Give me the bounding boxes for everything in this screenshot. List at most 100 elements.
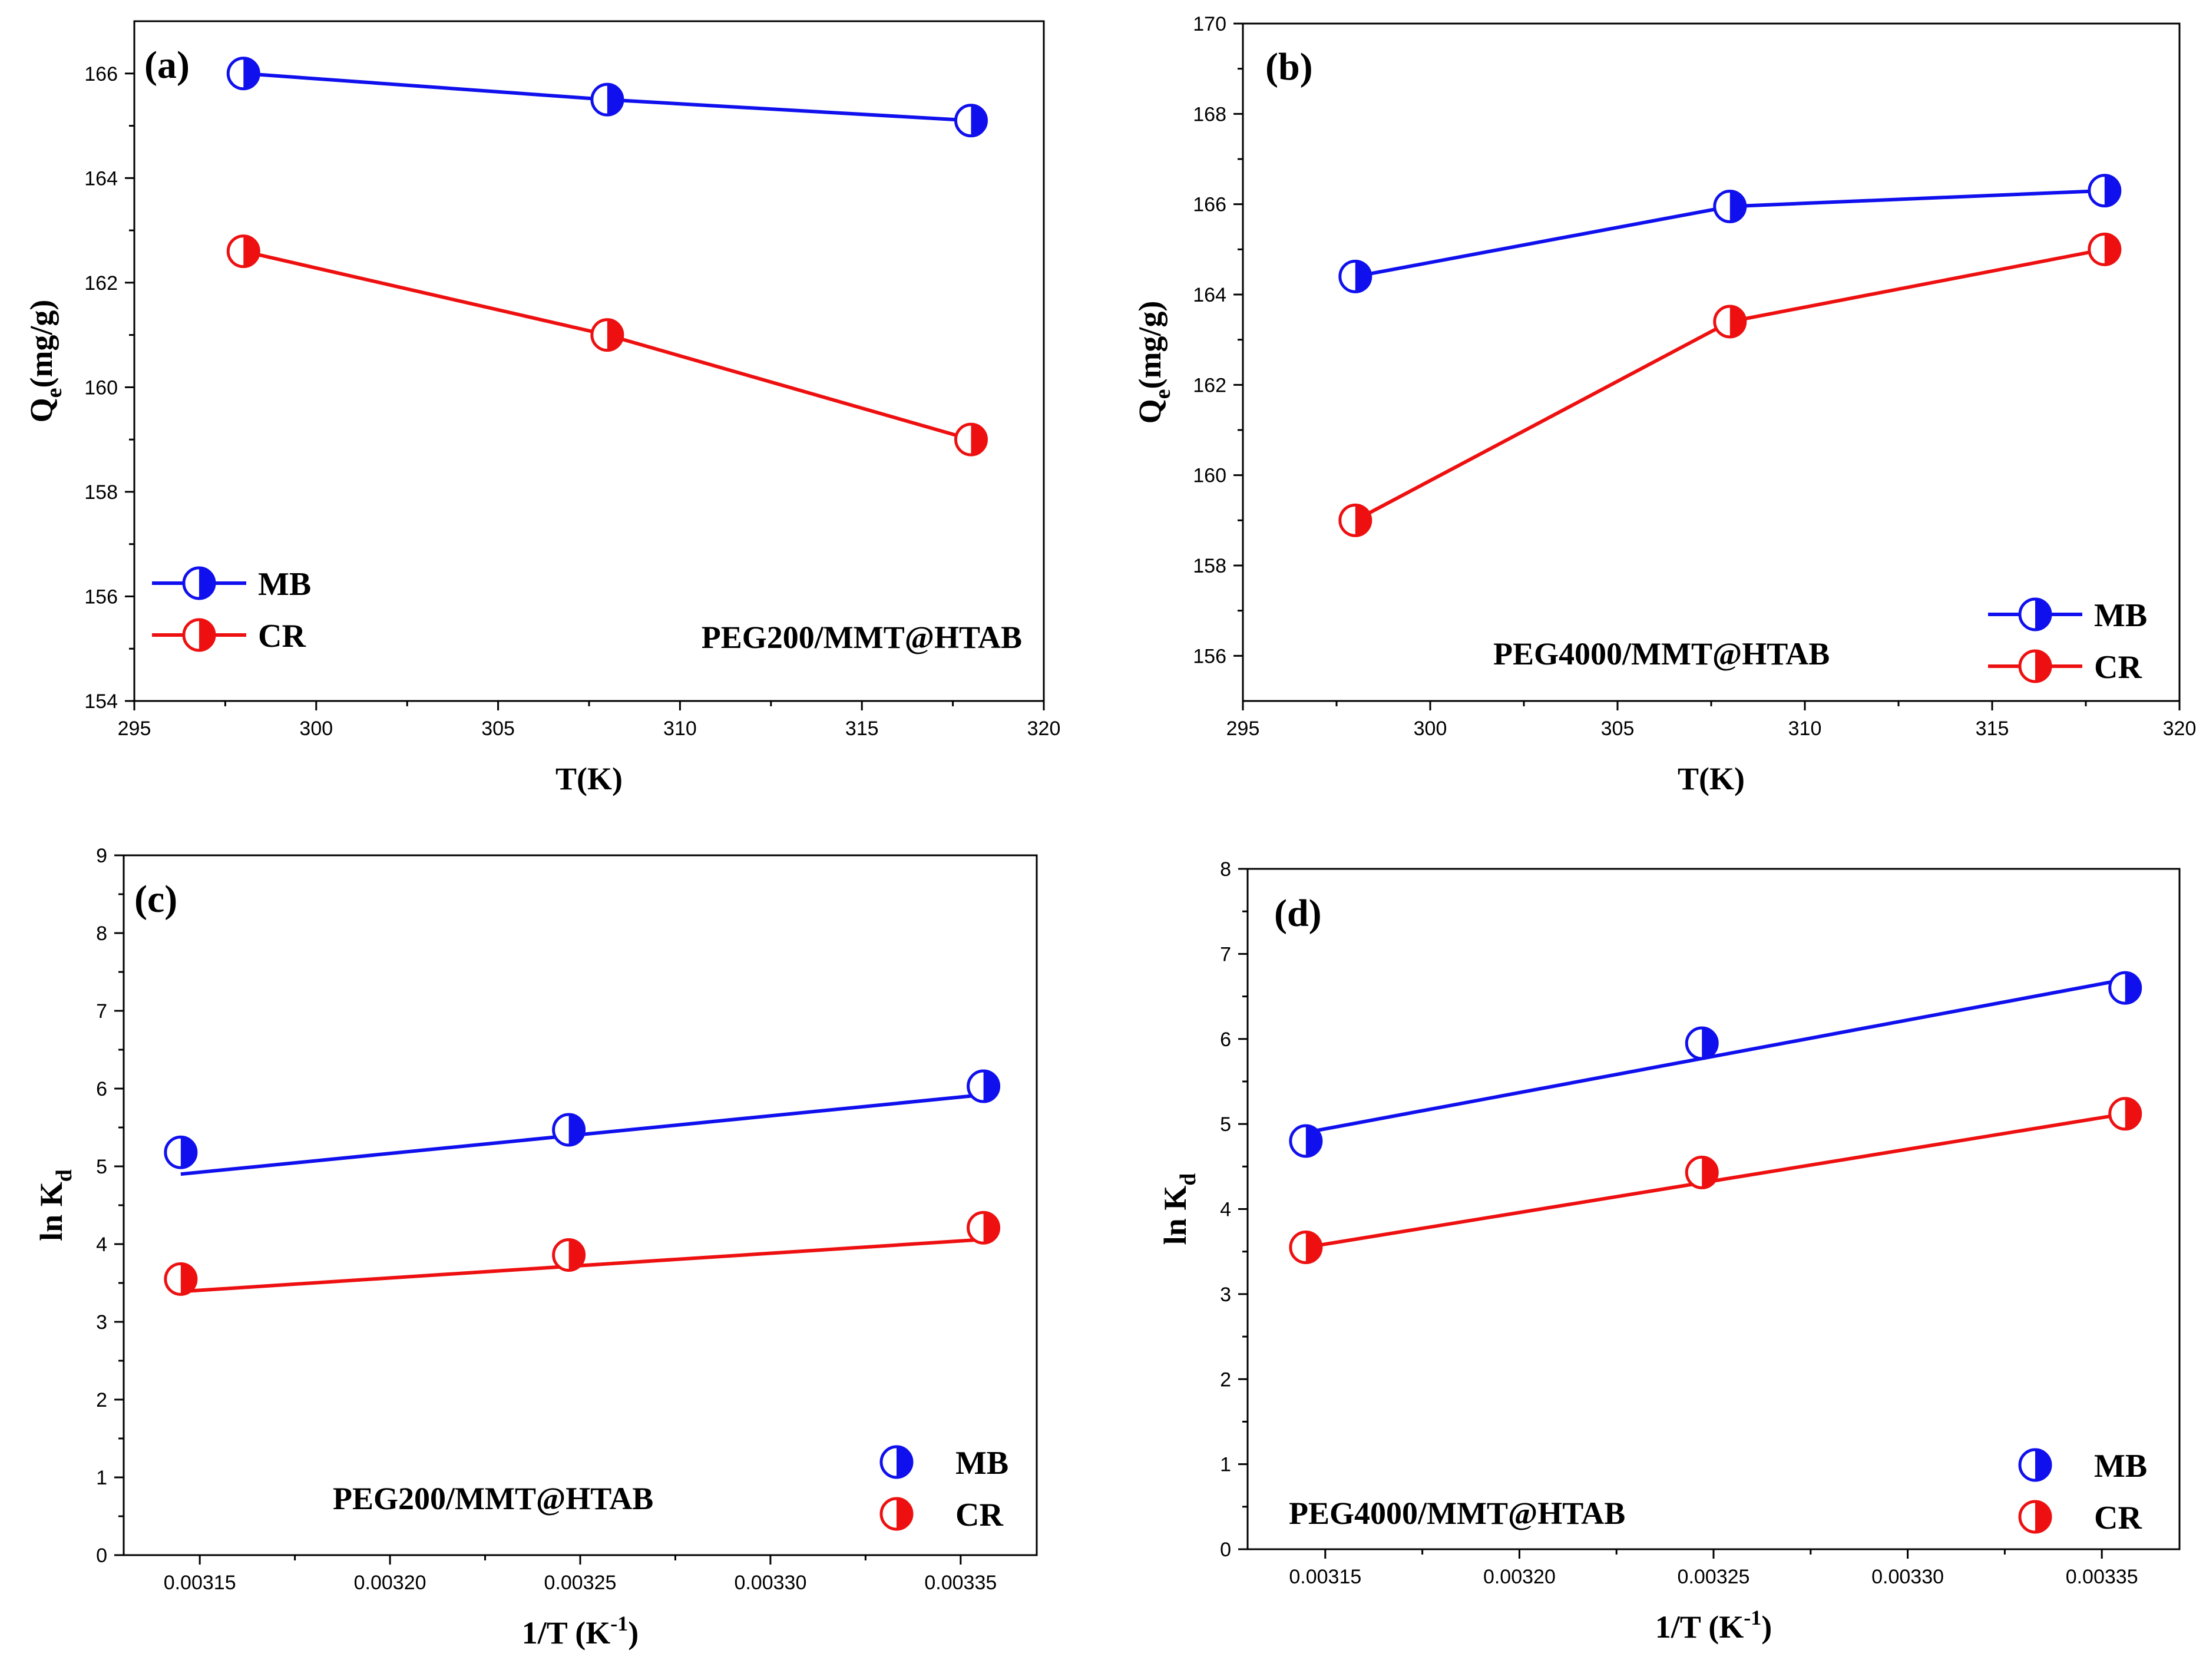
data-point-mb-fill <box>1702 1027 1718 1059</box>
y-tick-label-c: 0 <box>96 1545 107 1567</box>
series-cr-c <box>164 1211 1001 1296</box>
panel-label-d: (d) <box>1274 892 1322 935</box>
legend-item-mb: MB <box>152 566 311 603</box>
data-point-cr <box>1713 305 1747 339</box>
data-point-cr <box>967 1211 1001 1245</box>
y-tick-label-c: 7 <box>96 1000 107 1023</box>
legend-label: MB <box>2094 597 2147 634</box>
data-point-mb <box>590 82 624 117</box>
x-axis-title-a: T(K) <box>555 761 623 796</box>
y-tick-label-d: 1 <box>1220 1454 1231 1476</box>
x-tick-label-a: 310 <box>663 717 697 740</box>
data-point-mb-fill <box>2104 175 2120 206</box>
data-point-cr <box>590 318 624 352</box>
sample-annotation-c: PEG200/MMT@HTAB <box>333 1481 653 1516</box>
data-point-cr <box>552 1238 586 1272</box>
data-point-mb <box>954 104 988 138</box>
legend-item-cr: CR <box>152 618 306 654</box>
data-point-cr-fill <box>243 236 259 267</box>
legend-marker-fill <box>897 1447 912 1477</box>
legend-item-cr: CR <box>879 1497 1003 1533</box>
y-tick-label-b: 158 <box>1193 555 1226 577</box>
legend-label: CR <box>2094 1500 2142 1536</box>
legend-d: MB CR <box>2018 1448 2147 1536</box>
data-point-mb <box>2108 971 2142 1005</box>
y-axis-title-sub-c: d <box>52 1169 77 1182</box>
y-axis-title-rest-b: (mg/g) <box>1132 301 1168 389</box>
y-tick-label-d: 5 <box>1220 1113 1231 1136</box>
data-point-cr <box>1338 503 1372 537</box>
y-axis-title-a: Qe(mg/g) <box>24 300 67 423</box>
series-mb-a <box>226 57 988 138</box>
x-tick-label-b: 320 <box>2163 717 2197 740</box>
x-tick-label-c: 0.00325 <box>544 1572 617 1594</box>
y-tick-label-d: 6 <box>1220 1028 1231 1051</box>
data-point-cr-fill <box>1355 505 1371 536</box>
legend-item-mb: MB <box>1988 597 2147 634</box>
x-tick-label-c: 0.00330 <box>734 1572 806 1594</box>
y-tick-label-d: 8 <box>1220 858 1231 881</box>
y-tick-label-b: 160 <box>1193 465 1226 487</box>
sample-annotation-a: PEG200/MMT@HTAB <box>702 620 1022 655</box>
data-point-cr-fill <box>1702 1157 1718 1188</box>
y-tick-label-c: 4 <box>96 1233 107 1256</box>
legend-marker-fill <box>199 620 214 650</box>
data-point-cr <box>164 1262 198 1296</box>
y-tick-label-a: 154 <box>84 690 118 713</box>
x-axis-title-sup-d: -1 <box>1744 1606 1761 1629</box>
x-axis-title-rest-c: ) <box>628 1615 639 1651</box>
x-tick-label-a: 320 <box>1027 717 1061 740</box>
legend-marker <box>2018 1500 2052 1534</box>
legend-label: CR <box>258 618 306 654</box>
y-tick-label-b: 170 <box>1193 13 1226 35</box>
y-tick-label-b: 156 <box>1193 645 1226 667</box>
legend-item-mb: MB <box>2018 1448 2147 1484</box>
panel-b: 295 300 305 310 315 320 156 158 160 162 164 166 168 1… <box>1132 13 2196 796</box>
data-point-cr-fill <box>180 1264 196 1295</box>
fit-line-mb <box>1305 977 2126 1135</box>
series-cr-d <box>1289 1097 2142 1264</box>
y-tick-label-d: 3 <box>1220 1284 1231 1306</box>
y-tick-label-c: 3 <box>96 1311 107 1334</box>
data-point-mb-fill <box>1729 191 1745 222</box>
data-point-mb-fill <box>1305 1126 1321 1156</box>
y-axis-title-c: ln Kd <box>34 1169 77 1241</box>
data-point-cr <box>2108 1097 2142 1131</box>
fit-line-cr <box>180 1238 984 1294</box>
y-axis-title-rest-a: (mg/g) <box>24 300 59 388</box>
legend-marker <box>182 618 216 652</box>
data-point-cr-fill <box>2125 1098 2141 1129</box>
x-axis-title-b: T(K) <box>1678 761 1745 796</box>
legend-marker <box>2018 597 2052 631</box>
y-tick-label-a: 160 <box>84 376 118 399</box>
x-axis-title-rest-d: ) <box>1761 1609 1772 1645</box>
data-point-mb-fill <box>2125 973 2141 1004</box>
panel-d: 0.00315 0.00320 0.00325 0.00330 0.00335 0 1 2 3 4… <box>1157 858 2181 1645</box>
series-cr-b <box>1338 232 2122 537</box>
plot-frame-d <box>1246 868 2181 1550</box>
legend-marker-fill <box>199 568 214 598</box>
x-tick-label-b: 310 <box>1788 717 1822 740</box>
y-tick-label-a: 166 <box>84 63 118 85</box>
series-mb-b <box>1338 174 2122 293</box>
y-axis-title-d: ln Kd <box>1157 1173 1200 1245</box>
y-tick-label-b: 168 <box>1193 103 1226 125</box>
legend-item-cr: CR <box>2018 1500 2142 1536</box>
legend-label: MB <box>955 1445 1008 1481</box>
panel-label-c: (c) <box>134 878 177 921</box>
y-tick-label-a: 156 <box>84 586 118 608</box>
y-tick-label-c: 9 <box>96 845 107 867</box>
legend-b: MB CR <box>1988 597 2147 686</box>
sample-annotation-d: PEG4000/MMT@HTAB <box>1289 1496 1625 1531</box>
data-point-cr <box>1685 1155 1719 1189</box>
legend-item-cr: CR <box>1988 649 2142 686</box>
sample-annotation-b: PEG4000/MMT@HTAB <box>1493 636 1830 672</box>
legend-marker <box>2018 649 2052 683</box>
legend-label: CR <box>2094 649 2142 686</box>
data-point-cr-fill <box>568 1239 584 1271</box>
legend-marker-fill <box>897 1499 912 1529</box>
series-cr-a <box>226 234 988 457</box>
y-tick-label-d: 7 <box>1220 943 1231 965</box>
x-tick-label-d: 0.00335 <box>2066 1566 2138 1588</box>
